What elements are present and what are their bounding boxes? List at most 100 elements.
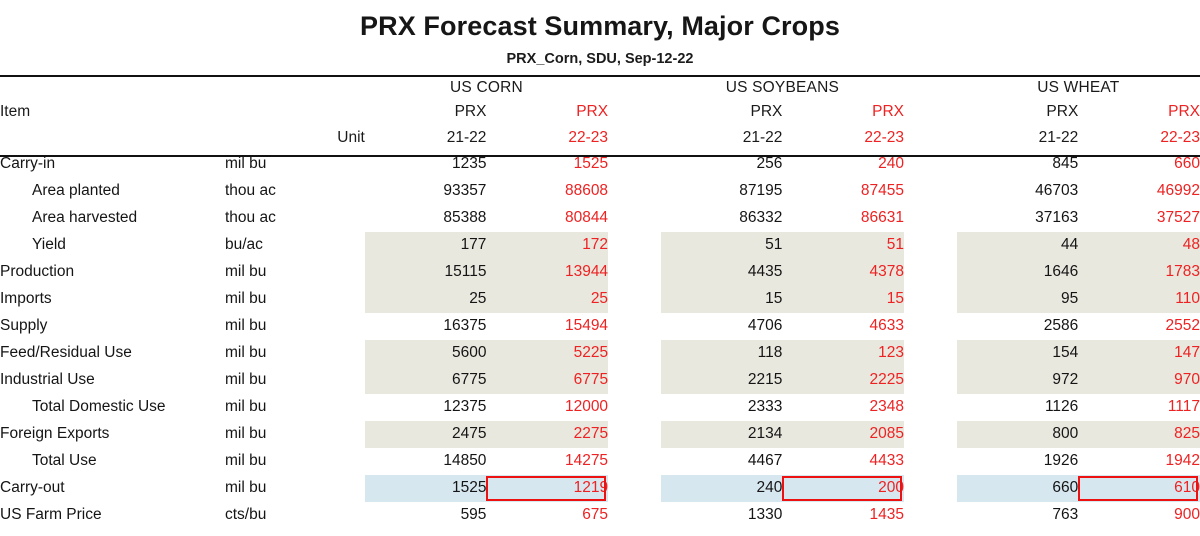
cell-corn_2223: 2275 (486, 420, 609, 448)
row-unit: mil bu (224, 425, 267, 443)
cell-soy_2223: 15 (782, 285, 904, 313)
row-unit: mil bu (224, 317, 267, 335)
cell-wheat_2223: 1117 (1167, 398, 1200, 416)
spacer-cell (608, 77, 661, 99)
group-gap-cell (904, 259, 957, 286)
spacer-cell (225, 77, 365, 99)
cell-soy_2223: 86631 (860, 209, 904, 227)
cell-soy_2223: 2085 (782, 420, 904, 448)
cell-corn_2223: 80844 (564, 209, 609, 227)
spacer-cell (608, 99, 661, 125)
cell-wheat_2122: 1646 (956, 258, 1079, 286)
cell-soy_2223: 4633 (869, 317, 904, 335)
spacer-cell (608, 125, 661, 151)
row-item-label: Area harvested (32, 209, 138, 227)
forecast-highlight-box (782, 475, 902, 501)
report-subtitle: PRX_Corn, SDU, Sep-12-22 (506, 50, 694, 67)
cell-wheat_2223: 825 (1078, 420, 1200, 448)
group-gap-cell (608, 178, 661, 205)
cell-corn_2122: 25 (364, 285, 487, 313)
group-gap-cell (608, 259, 661, 286)
row-item-label: Industrial Use (0, 371, 95, 389)
cell-wheat_2122: 154 (956, 339, 1079, 367)
group-gap-cell (904, 367, 957, 394)
row-unit: mil bu (224, 263, 267, 281)
forecast-highlight-box (1078, 475, 1198, 501)
spacer-cell (225, 99, 365, 125)
group-gap-cell (904, 286, 957, 313)
group-gap-cell (904, 475, 957, 502)
cell-corn_2122: 595 (460, 506, 487, 524)
header-soy-season-2122: 21-22 (742, 128, 783, 146)
group-gap-cell (904, 502, 957, 529)
row-unit: thou ac (224, 209, 276, 227)
table-row: Industrial Use mil bu 6775 6775 2215 2225 972 9… (0, 366, 1200, 394)
unit-column-header: Unit (337, 128, 365, 146)
row-unit: thou ac (224, 182, 276, 200)
row-item-label: US Farm Price (0, 506, 102, 524)
table-row: US Farm Price cts/bu 595 675 1330 1435 763 900 (0, 502, 1200, 529)
source-header-row: Item PRX PRX PRX PRX PRX PRX (0, 99, 1200, 125)
row-unit: mil bu (224, 398, 267, 416)
row-item-label: Feed/Residual Use (0, 344, 132, 362)
table-row: Supply mil bu 16375 15494 4706 4633 2586 2552 (0, 313, 1200, 340)
cell-soy_2122: 51 (660, 231, 783, 259)
cell-corn_2122: 15115 (364, 258, 487, 286)
cell-corn_2223: 13944 (486, 258, 609, 286)
cell-soy_2122: 86332 (739, 209, 783, 227)
table-row: Area planted thou ac 93357 88608 87195 87455 4… (0, 178, 1200, 205)
group-gap-cell (608, 232, 661, 259)
group-gap-cell (904, 340, 957, 367)
cell-wheat_2223: 970 (1078, 366, 1200, 394)
group-header-soybeans: US SOYBEANS (725, 78, 840, 96)
cell-corn_2223: 6775 (486, 366, 609, 394)
row-unit: mil bu (224, 344, 267, 362)
cell-wheat_2223: 37527 (1156, 209, 1200, 227)
group-gap-cell (608, 286, 661, 313)
cell-soy_2122: 118 (660, 339, 783, 367)
group-gap-cell (904, 394, 957, 421)
cell-soy_2122: 4706 (747, 317, 783, 335)
cell-soy_2122: 2333 (747, 398, 783, 416)
cell-corn_2223: 88608 (564, 182, 609, 200)
header-corn-source-2223: PRX (576, 102, 609, 120)
header-wheat-source-2223: PRX (1168, 102, 1200, 120)
table-row: Total Use mil bu 14850 14275 4467 4433 1926 194… (0, 448, 1200, 475)
row-unit: mil bu (224, 155, 267, 173)
row-item-label: Carry-out (0, 479, 65, 497)
cell-soy_2223: 87455 (860, 182, 904, 200)
cell-soy_2122: 15 (660, 285, 783, 313)
cell-wheat_2122: 2586 (1043, 317, 1079, 335)
group-gap-cell (608, 421, 661, 448)
cell-wheat_2122: 1926 (1043, 452, 1079, 470)
item-column-header: Item (0, 102, 31, 120)
cell-soy_2223: 4433 (869, 452, 904, 470)
group-gap-cell (608, 205, 661, 232)
table-row: Feed/Residual Use mil bu 5600 5225 118 123 154… (0, 339, 1200, 367)
header-soy-season-2223: 22-23 (864, 128, 904, 146)
group-gap-cell (904, 205, 957, 232)
row-item-label: Area planted (32, 182, 120, 200)
table-row: Carry-in mil bu 1235 1525 256 240 845 660 (0, 151, 1200, 178)
cell-corn_2122: 177 (364, 231, 487, 259)
group-gap-cell (608, 313, 661, 340)
cell-wheat_2223: 1783 (1078, 258, 1200, 286)
cell-corn_2122: 1235 (451, 155, 487, 173)
spacer-cell (904, 125, 957, 151)
header-corn-season-2122: 21-22 (446, 128, 487, 146)
highlighted-cell-corn_2223: 1219 (486, 474, 609, 502)
cell-wheat_2122: 800 (956, 420, 1079, 448)
header-wheat-season-2122: 21-22 (1038, 128, 1079, 146)
cell-wheat_2122: 1126 (1044, 398, 1079, 416)
spacer-cell (0, 125, 225, 151)
header-corn-season-2223: 22-23 (568, 128, 609, 146)
row-unit: bu/ac (224, 236, 263, 254)
cell-soy_2122: 4435 (660, 258, 783, 286)
cell-soy_2223: 1435 (869, 506, 904, 524)
header-wheat-season-2223: 22-23 (1160, 128, 1200, 146)
row-item-label: Yield (32, 236, 66, 254)
cell-soy_2122: 87195 (739, 182, 783, 200)
page-title: PRX Forecast Summary, Major Crops (360, 11, 840, 41)
header-soy-source-2122: PRX (750, 102, 783, 120)
